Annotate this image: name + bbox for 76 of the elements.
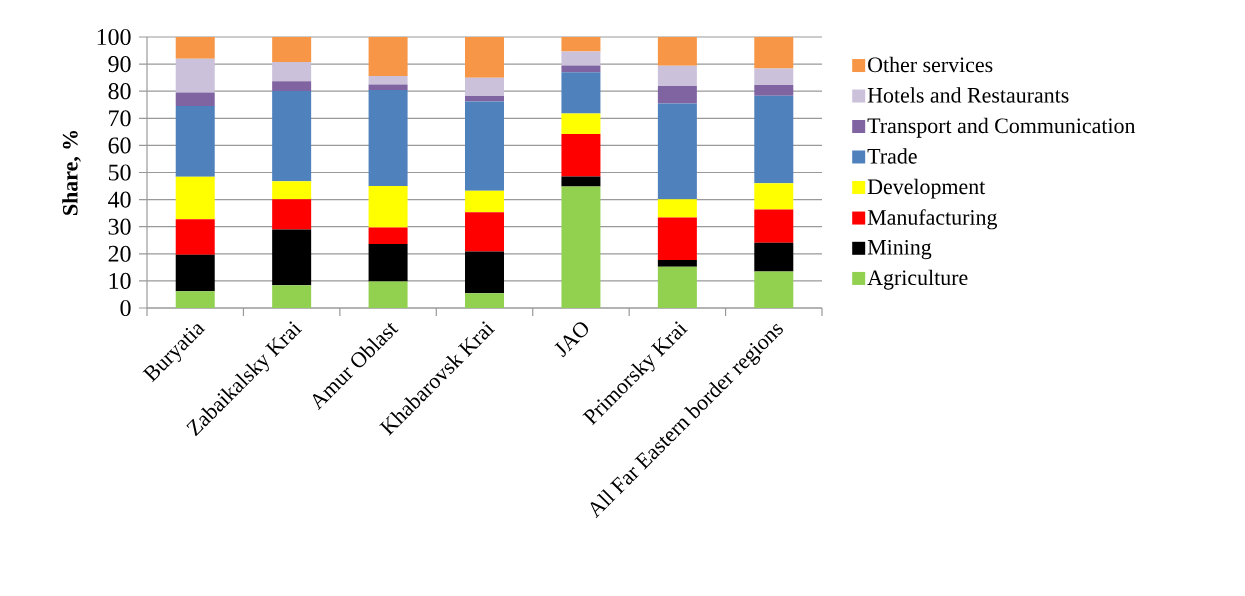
legend-label: Trade — [867, 148, 917, 164]
bar — [175, 176, 215, 220]
bar — [175, 106, 215, 177]
y-tick-label: 90 — [108, 56, 131, 73]
bar — [657, 65, 697, 87]
y-tick-label: 100 — [97, 28, 131, 46]
bar — [368, 76, 408, 85]
legend-label: Other services — [868, 56, 993, 73]
bar — [657, 36, 697, 66]
bar — [175, 92, 215, 107]
bar — [465, 293, 505, 308]
bar — [561, 72, 601, 114]
y-tick-label: 0 — [120, 299, 131, 317]
bar — [657, 266, 697, 308]
bar — [272, 61, 312, 82]
bar — [754, 271, 794, 308]
bar — [368, 186, 408, 228]
bar — [272, 181, 312, 200]
y-tick-label: 70 — [109, 110, 131, 127]
bar — [465, 101, 505, 191]
bar — [561, 36, 601, 52]
bar — [657, 199, 697, 218]
bar — [368, 36, 408, 77]
bar — [465, 77, 505, 97]
y-tick-label: 10 — [109, 272, 131, 289]
bar — [272, 36, 312, 62]
bar — [561, 65, 601, 73]
bar — [754, 209, 794, 243]
bar — [754, 68, 794, 85]
legend-label: Mining — [867, 239, 932, 260]
bar — [754, 36, 794, 69]
legend-label: Transport and Communication — [867, 117, 1136, 138]
y-tick-label: 40 — [108, 191, 131, 208]
y-axis-title: Share, % — [62, 130, 81, 215]
legend-label: Development — [867, 178, 986, 199]
bar — [657, 260, 697, 267]
bar — [175, 58, 215, 93]
y-tick-label: 30 — [108, 218, 131, 235]
bar — [368, 244, 408, 282]
bar — [754, 183, 794, 210]
bar — [368, 281, 408, 308]
y-tick-label: 80 — [108, 83, 131, 100]
legend-label: Manufacturing — [867, 209, 998, 230]
bar — [754, 84, 794, 96]
bar — [561, 113, 601, 134]
y-tick-label: 20 — [108, 245, 131, 262]
bar — [561, 186, 601, 308]
bar — [465, 36, 505, 78]
bar — [465, 190, 505, 213]
bar — [561, 51, 601, 66]
bar — [272, 285, 312, 308]
bar — [272, 229, 312, 286]
bar — [465, 96, 505, 102]
bar — [561, 134, 601, 177]
bar — [657, 103, 697, 200]
bar — [561, 176, 601, 187]
bar — [175, 291, 215, 308]
bar — [465, 251, 505, 294]
bar — [272, 81, 312, 91]
bar — [657, 86, 697, 104]
bar — [175, 219, 215, 255]
y-tick-label: 50 — [108, 164, 131, 181]
bar — [368, 227, 408, 245]
bar — [368, 84, 408, 91]
bar — [465, 212, 505, 252]
bar — [754, 95, 794, 184]
bar — [368, 90, 408, 187]
legend-label: Agriculture — [867, 269, 968, 290]
legend-label: Hotels and Restaurants — [867, 87, 1069, 103]
y-tick-label: 60 — [108, 137, 131, 154]
bar — [657, 217, 697, 261]
bar — [175, 254, 215, 292]
bar — [175, 36, 215, 59]
bar — [272, 90, 312, 182]
bar — [272, 199, 312, 230]
bar — [754, 242, 794, 272]
